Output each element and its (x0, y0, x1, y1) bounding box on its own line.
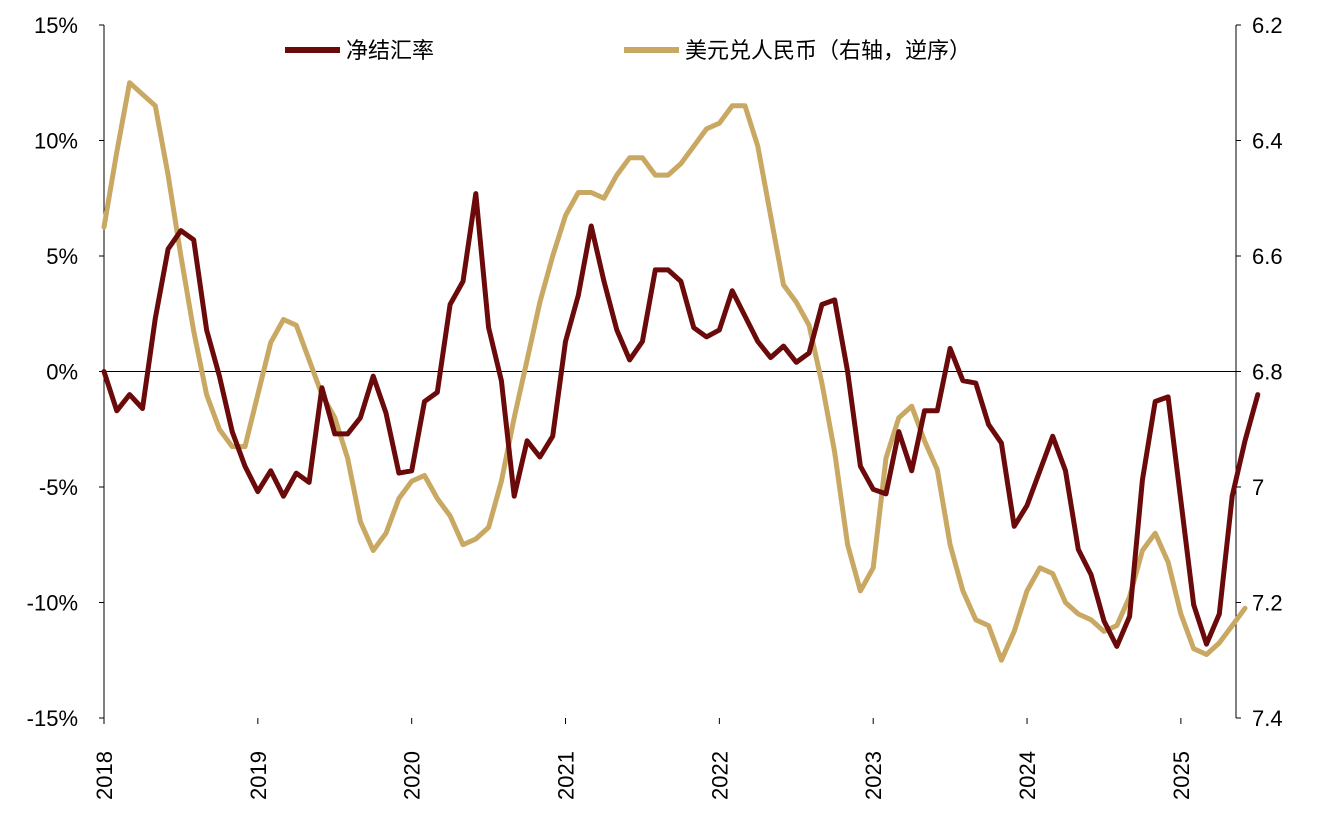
legend-label-usdcny: 美元兑人民币（右轴，逆序） (685, 39, 971, 64)
right-tick-label: 6.4 (1252, 129, 1283, 154)
legend: 净结汇率 美元兑人民币（右轴，逆序） (285, 39, 971, 64)
x-tick-label: 2018 (92, 751, 117, 800)
axes: 15% 10% 5% 0% -5% -10% -15% 6.2 6.4 6.6 6.8 7 7.2 7.4… (27, 13, 1283, 800)
series-line-net-fx-rate (101, 191, 1261, 649)
left-tick-label: -10% (27, 591, 78, 616)
series-group (101, 80, 1261, 663)
left-tick-label: 10% (34, 129, 78, 154)
left-tick-label: 5% (46, 244, 78, 269)
x-tick-label: 2021 (554, 751, 579, 800)
series-line-usdcny (101, 80, 1248, 663)
left-tick-label: -5% (39, 475, 78, 500)
left-tick-label: 0% (46, 360, 78, 385)
right-tick-label: 7.2 (1252, 591, 1283, 616)
right-tick-label: 7.4 (1252, 706, 1283, 731)
x-tick-label: 2023 (861, 751, 886, 800)
x-tick-label: 2025 (1169, 751, 1194, 800)
x-tick-label: 2020 (400, 751, 425, 800)
right-tick-label: 6.2 (1252, 13, 1283, 38)
left-tick-label: 15% (34, 13, 78, 38)
right-tick-label: 7 (1252, 475, 1264, 500)
legend-label-net-fx: 净结汇率 (346, 39, 434, 64)
right-tick-label: 6.8 (1252, 360, 1283, 385)
left-tick-label: -15% (27, 706, 78, 731)
x-tick-label: 2024 (1015, 751, 1040, 800)
x-tick-label: 2022 (707, 751, 732, 800)
x-tick-label: 2019 (246, 751, 271, 800)
right-tick-label: 6.6 (1252, 244, 1283, 269)
